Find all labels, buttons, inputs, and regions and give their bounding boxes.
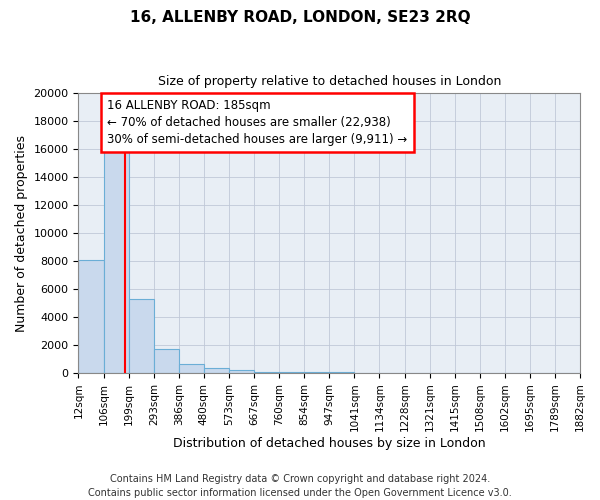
Bar [79,260,104,373]
Title: Size of property relative to detached houses in London: Size of property relative to detached ho… [158,75,501,88]
Bar [204,368,229,373]
Text: 16, ALLENBY ROAD, LONDON, SE23 2RQ: 16, ALLENBY ROAD, LONDON, SE23 2RQ [130,10,470,25]
Bar [154,348,179,373]
Bar [229,370,254,373]
Bar [254,372,279,373]
X-axis label: Distribution of detached houses by size in London: Distribution of detached houses by size … [173,437,485,450]
Bar [128,299,154,373]
Bar [104,140,128,373]
Bar [279,372,304,373]
Y-axis label: Number of detached properties: Number of detached properties [15,134,28,332]
Text: Contains HM Land Registry data © Crown copyright and database right 2024.
Contai: Contains HM Land Registry data © Crown c… [88,474,512,498]
Text: 16 ALLENBY ROAD: 185sqm
← 70% of detached houses are smaller (22,938)
30% of sem: 16 ALLENBY ROAD: 185sqm ← 70% of detache… [107,99,407,146]
Bar [179,364,204,373]
Bar [329,372,355,373]
Bar [304,372,329,373]
